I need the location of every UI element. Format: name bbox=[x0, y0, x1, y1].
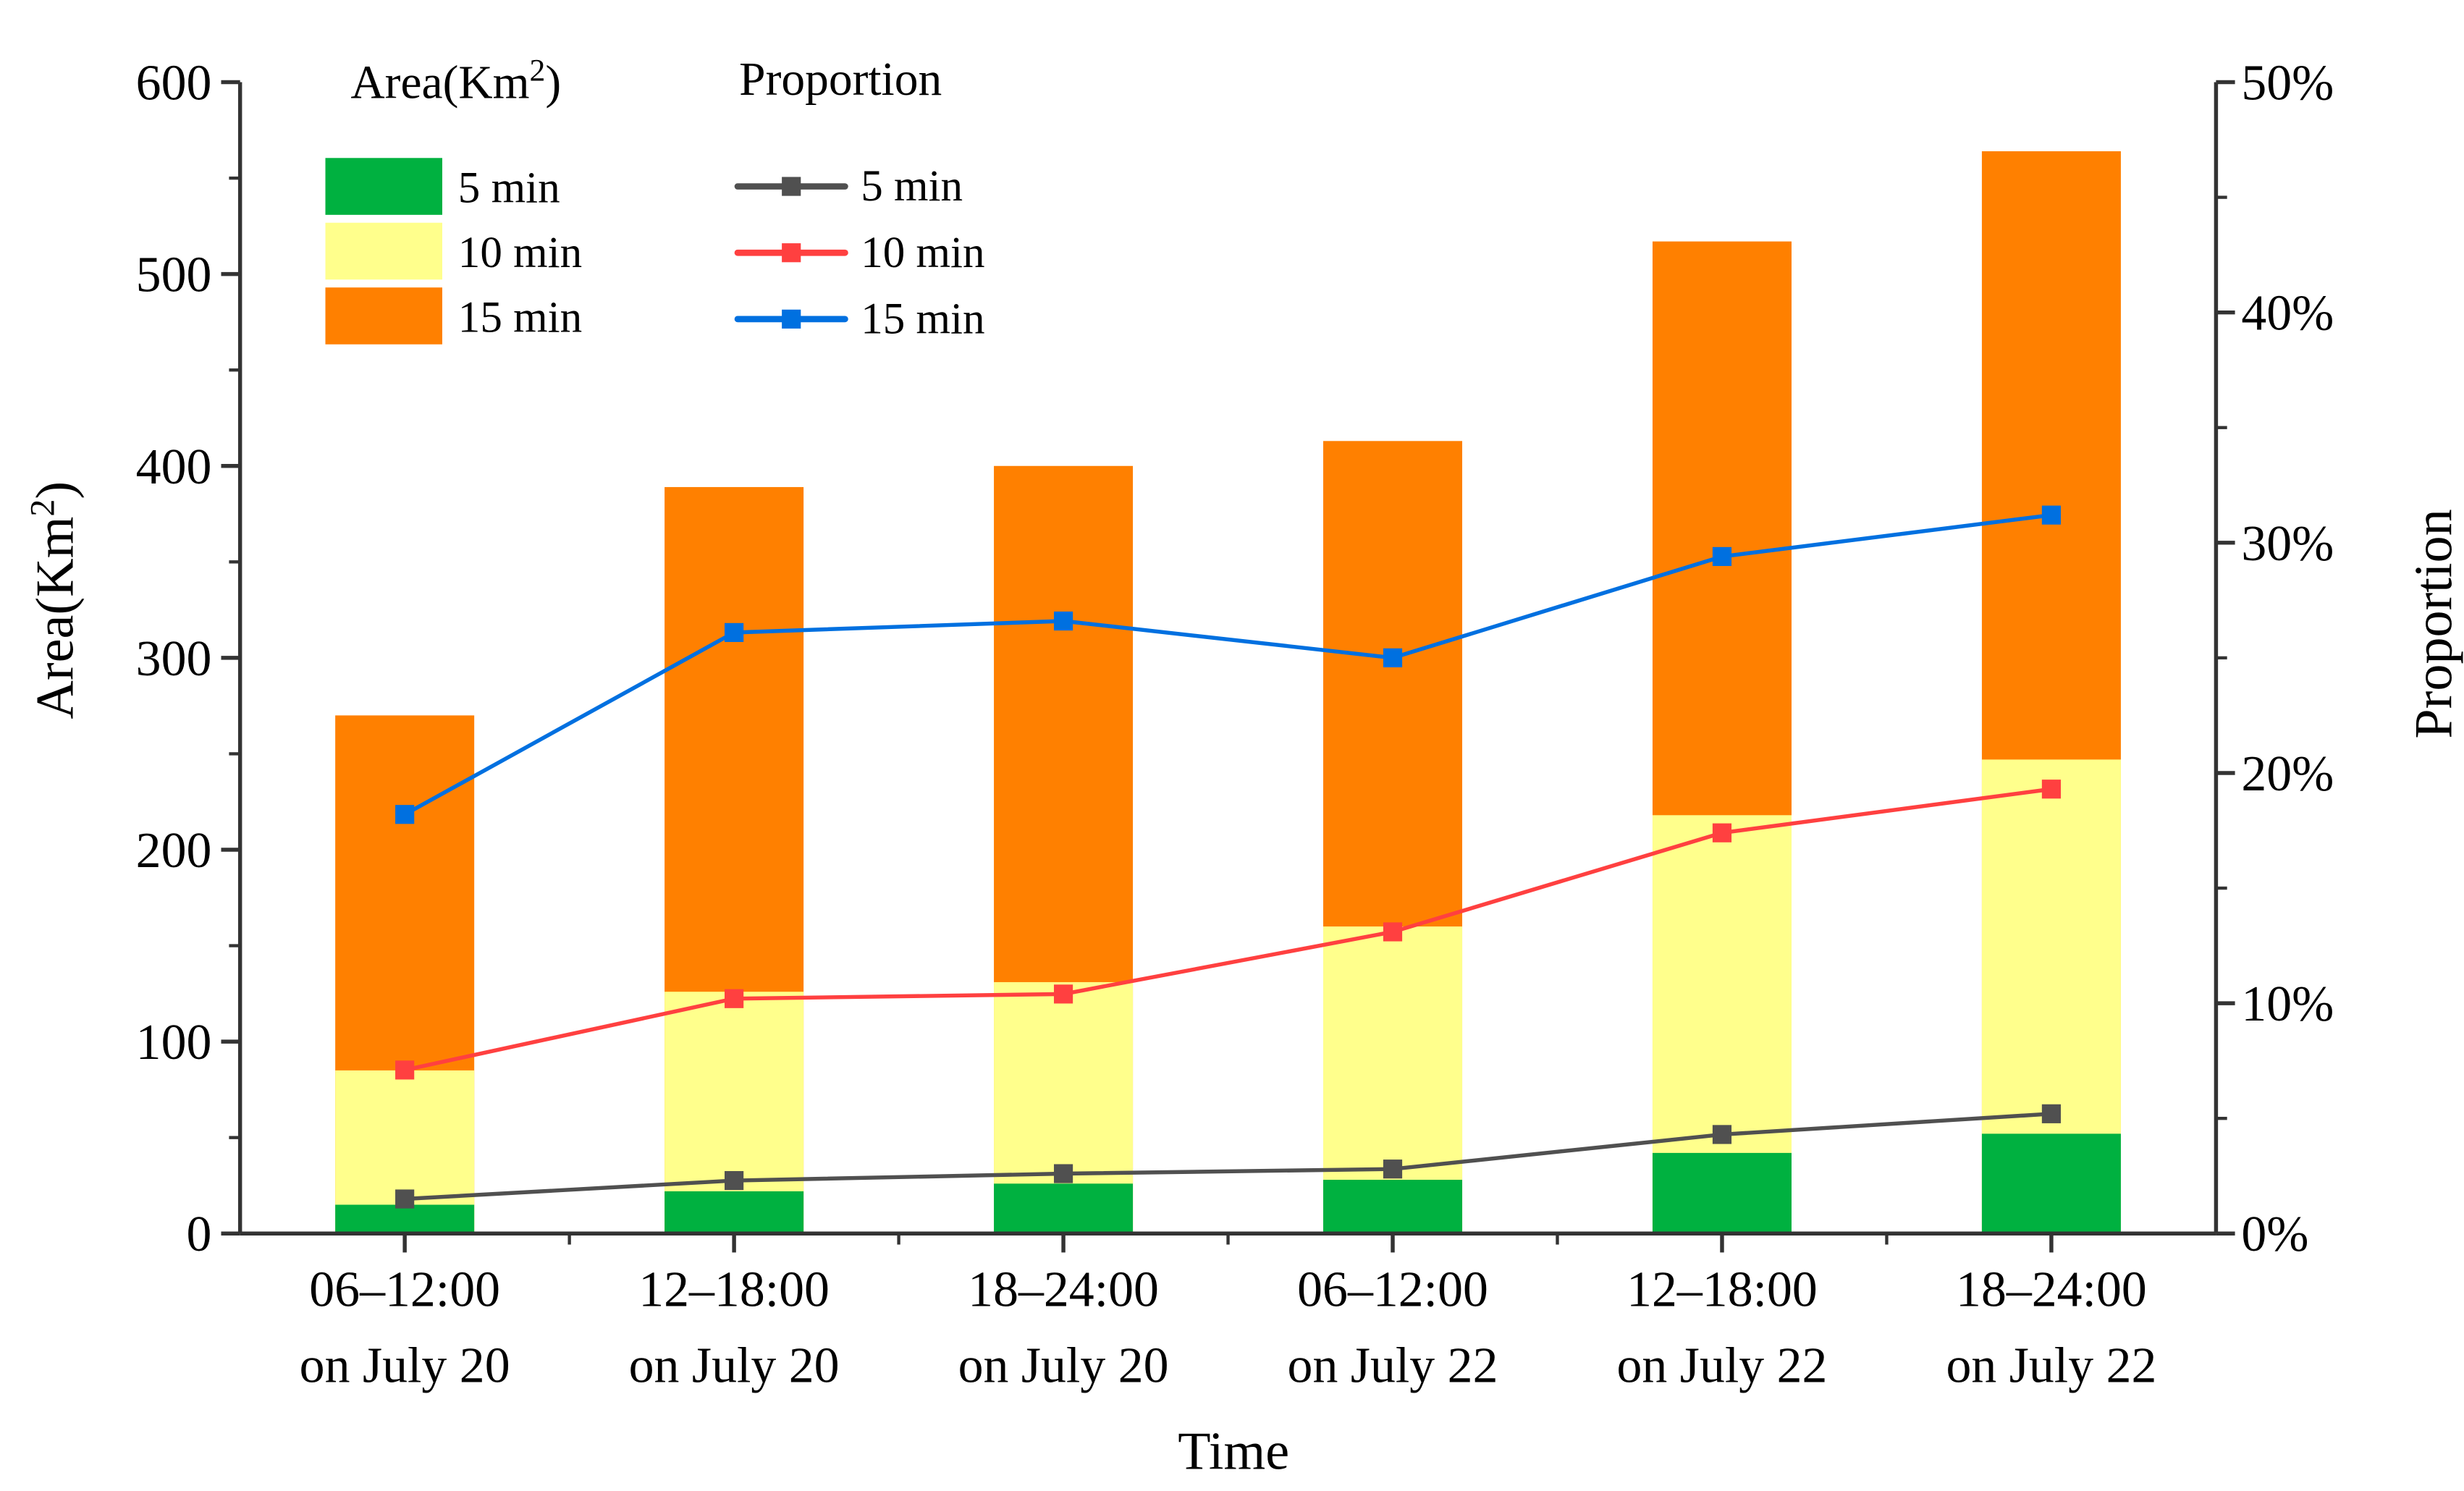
marker-10-min bbox=[2041, 780, 2062, 799]
marker-5-min bbox=[395, 1189, 415, 1209]
legend-marker bbox=[782, 309, 801, 329]
line-15-min bbox=[403, 512, 2052, 816]
marker-5-min bbox=[725, 1170, 744, 1191]
legend: Area(Km2) Proportion 5 min 10 min 15 min 5 … bbox=[325, 53, 985, 345]
x-tick-label: on July 22 bbox=[1288, 1338, 1498, 1393]
y-tick-label: 200 bbox=[136, 823, 212, 879]
line-5-min bbox=[404, 1112, 2052, 1201]
legend-marker bbox=[782, 177, 801, 196]
legend-swatch bbox=[325, 222, 442, 280]
x-tick-label: 12–18:00 bbox=[1627, 1262, 1818, 1318]
marker-15-min bbox=[2041, 505, 2062, 525]
marker-10-min bbox=[1053, 984, 1073, 1004]
marker-15-min bbox=[725, 622, 744, 642]
marker-5-min bbox=[1712, 1125, 1732, 1144]
x-tick-label: 06–12:00 bbox=[1297, 1262, 1488, 1318]
lines-layer bbox=[395, 505, 2062, 1209]
marker-15-min bbox=[1383, 648, 1403, 667]
marker-5-min bbox=[1383, 1160, 1403, 1179]
x-axis-title: Time bbox=[1178, 1422, 1289, 1481]
x-tick-label: on July 22 bbox=[1946, 1338, 2156, 1393]
y2-tick-label: 10% bbox=[2241, 976, 2334, 1032]
x-tick-label: on July 20 bbox=[629, 1338, 840, 1393]
legend-area-label: 5 min bbox=[458, 164, 560, 212]
y-tick-label: 0 bbox=[186, 1207, 211, 1262]
bar-5-min bbox=[1652, 1152, 1792, 1234]
y2-tick-label: 30% bbox=[2241, 516, 2334, 572]
y2-tick-label: 40% bbox=[2241, 286, 2334, 342]
y-tick-label: 300 bbox=[136, 631, 212, 687]
x-tick-label: on July 20 bbox=[300, 1338, 510, 1393]
y2-axis-title: Proportion bbox=[2405, 509, 2464, 738]
y2-tick-label: 20% bbox=[2241, 746, 2334, 802]
x-tick-label: 18–24:00 bbox=[1956, 1262, 2147, 1318]
legend-marker bbox=[782, 243, 801, 263]
marker-10-min bbox=[395, 1060, 415, 1080]
x-tick-label: 06–12:00 bbox=[309, 1262, 500, 1318]
marker-10-min bbox=[1712, 823, 1732, 842]
legend-swatch bbox=[325, 287, 442, 345]
marker-15-min bbox=[395, 805, 415, 824]
marker-15-min bbox=[1712, 546, 1732, 567]
legend-swatch bbox=[325, 158, 442, 215]
x-tick-label: 18–24:00 bbox=[968, 1262, 1159, 1318]
marker-5-min bbox=[2041, 1104, 2062, 1123]
legend-area-label: 15 min bbox=[458, 293, 582, 342]
x-tick-label: 12–18:00 bbox=[638, 1262, 830, 1318]
line-10-min bbox=[404, 787, 2052, 1073]
x-tick-label: on July 20 bbox=[958, 1338, 1169, 1393]
bar-5-min bbox=[1981, 1133, 2121, 1234]
y-tick-label: 400 bbox=[136, 439, 212, 495]
y-tick-label: 100 bbox=[136, 1015, 212, 1070]
legend-proportion-label: 10 min bbox=[861, 229, 984, 277]
marker-10-min bbox=[725, 989, 744, 1008]
marker-10-min bbox=[1383, 922, 1403, 942]
bar-5-min bbox=[994, 1183, 1134, 1234]
marker-15-min bbox=[1053, 611, 1073, 631]
y-tick-label: 600 bbox=[136, 56, 212, 111]
x-tick-label: on July 22 bbox=[1617, 1338, 1828, 1393]
legend-proportion-label: 15 min bbox=[861, 295, 984, 343]
bars-layer bbox=[335, 151, 2121, 1234]
legend-area-label: 10 min bbox=[458, 229, 582, 277]
bar-5-min bbox=[1323, 1180, 1463, 1234]
y2-tick-label: 50% bbox=[2241, 56, 2334, 111]
y-tick-label: 500 bbox=[136, 248, 212, 303]
y-axis-title: Area(Km2) bbox=[23, 481, 85, 719]
bar-5-min bbox=[335, 1204, 475, 1234]
marker-5-min bbox=[1053, 1164, 1073, 1183]
y2-tick-label: 0% bbox=[2241, 1207, 2308, 1262]
legend-proportion-title: Proportion bbox=[739, 54, 942, 106]
legend-proportion-label: 5 min bbox=[861, 162, 963, 211]
axes-layer: 0 100 200 300 400 500 600 0% 10% 20% 30% 40% 50% 06–1… bbox=[136, 56, 2334, 1394]
legend-area-title: Area(Km2) bbox=[350, 53, 561, 109]
bar-5-min bbox=[664, 1191, 804, 1234]
